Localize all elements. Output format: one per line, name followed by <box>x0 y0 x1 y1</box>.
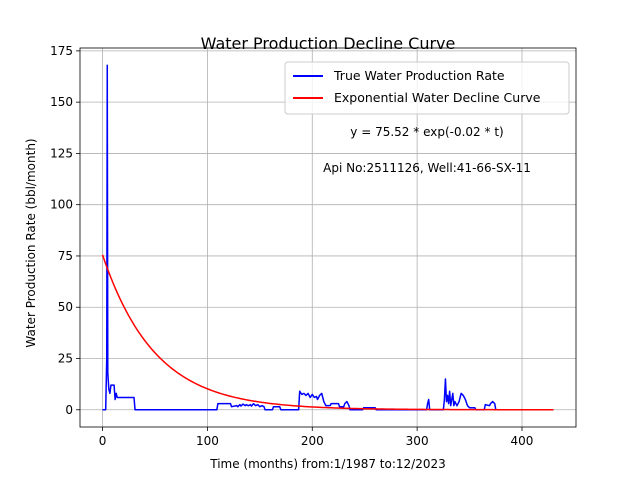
axes-frame <box>79 47 577 428</box>
series-true-water-production-line <box>102 64 554 411</box>
y-axis-ticks: 0 25 50 75 100 125 150 175 <box>50 44 80 417</box>
x-axis-label: Time (months) from:1/1987 to:12/2023 <box>209 457 446 471</box>
x-axis-ticks: 0 100 200 300 400 <box>99 427 534 448</box>
y-tick-label: 75 <box>58 249 73 263</box>
legend-box <box>284 61 570 115</box>
y-tick-label: 50 <box>58 300 73 314</box>
x-tick-label: 100 <box>196 434 219 448</box>
y-tick-label: 150 <box>50 95 73 109</box>
y-tick-label: 175 <box>50 44 73 58</box>
y-axis-label: Water Production Rate (bbl/month) <box>24 138 38 347</box>
legend-label-exponential-decline: Exponential Water Decline Curve <box>334 90 541 105</box>
y-tick-label: 125 <box>50 146 73 160</box>
x-tick-label: 300 <box>406 434 429 448</box>
x-tick-label: 200 <box>301 434 324 448</box>
x-tick-label: 0 <box>99 434 107 448</box>
legend: True Water Production Rate Exponential W… <box>284 61 570 115</box>
x-tick-label: 400 <box>511 434 534 448</box>
well-info-annotation: Api No:2511126, Well:41-66-SX-11 <box>323 161 531 175</box>
y-tick-label: 25 <box>58 352 73 366</box>
y-tick-label: 0 <box>65 403 73 417</box>
y-tick-label: 100 <box>50 198 73 212</box>
legend-label-true-water-production: True Water Production Rate <box>333 68 505 83</box>
series-exponential-decline-line <box>101 254 554 411</box>
equation-annotation: y = 75.52 * exp(-0.02 * t) <box>350 125 503 139</box>
